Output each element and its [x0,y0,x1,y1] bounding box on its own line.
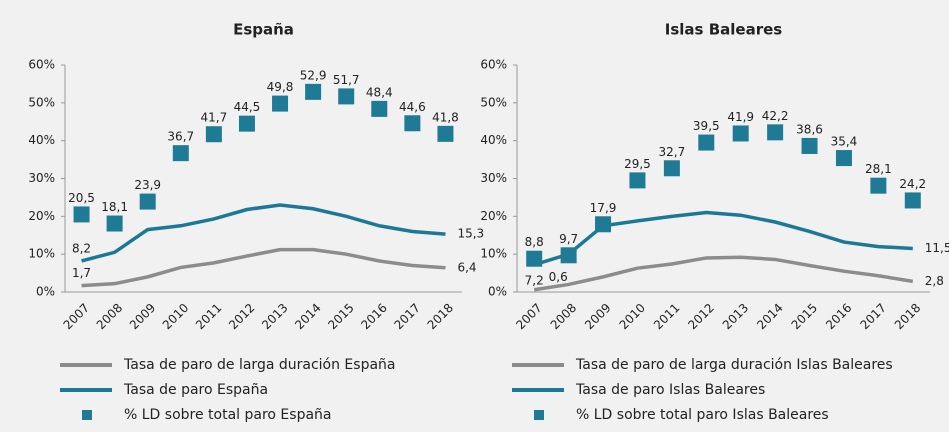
square-marker [835,150,852,167]
data-label: 38,6 [796,122,823,136]
data-label: 35,4 [831,135,858,149]
y-tick-label: 60% [28,58,55,72]
data-label: 17,9 [590,201,617,215]
data-label: 9,7 [559,232,578,246]
square-marker [595,216,612,233]
square-marker [73,206,90,223]
square-marker [732,125,749,142]
data-label: 49,8 [267,80,294,94]
y-tick-label: 10% [480,247,507,261]
data-label: 41,9 [727,110,754,124]
data-label: 18,1 [101,200,128,214]
square-marker [371,100,388,117]
data-label: 15,3 [457,227,484,241]
square-marker [801,137,818,154]
chart-title: España [233,21,294,39]
square-marker [172,145,189,162]
data-label: 32,7 [659,145,686,159]
square-marker [560,247,577,264]
legend-label: Tasa de paro España [123,382,268,398]
data-label: 1,7 [72,266,91,280]
data-label: 41,8 [432,110,459,124]
y-tick-label: 20% [480,209,507,223]
square-marker [870,177,887,194]
square-marker [338,88,355,105]
square-marker [106,215,123,232]
square-marker [629,172,646,189]
line [81,247,446,288]
y-tick-label: 60% [480,58,507,72]
square-marker [404,115,421,132]
square-marker [663,160,680,177]
square-marker [767,124,784,141]
data-label: 44,6 [399,100,426,114]
chart-title: Islas Baleares [665,21,782,39]
line [533,255,914,292]
legend-square [82,410,92,420]
data-label: 0,6 [549,270,568,284]
legend-label: Tasa de paro Islas Baleares [575,382,765,398]
data-label: 39,5 [693,119,720,133]
data-label: 28,1 [865,162,892,176]
data-label: 23,9 [134,178,161,192]
data-label: 42,2 [762,109,789,123]
y-tick-label: 0% [36,285,55,299]
data-label: 36,7 [167,130,194,144]
y-tick-label: 30% [480,171,507,185]
legend-square [534,410,544,420]
data-label: 41,7 [201,111,228,125]
line [81,203,446,263]
data-label: 8,2 [72,241,91,255]
square-marker [698,134,715,151]
square-marker [139,193,156,210]
data-label: 11,5 [925,241,949,255]
y-tick-label: 10% [28,247,55,261]
data-label: 20,5 [68,191,95,205]
square-marker [305,83,322,100]
square-marker [272,95,289,112]
square-marker [904,192,921,209]
y-tick-label: 0% [488,285,507,299]
y-tick-label: 40% [28,133,55,147]
data-label: 52,9 [300,68,327,82]
legend-label: % LD sobre total paro Islas Baleares [576,407,829,423]
y-tick-label: 50% [28,95,55,109]
data-label: 2,8 [925,274,944,288]
data-label: 51,7 [333,73,360,87]
data-label: 8,8 [525,235,544,249]
square-marker [526,250,543,267]
data-label: 6,4 [457,260,476,274]
data-label: 29,5 [624,157,651,171]
y-tick-label: 30% [28,171,55,185]
legend-label: Tasa de paro de larga duración Islas Bal… [575,357,893,373]
data-label: 44,5 [234,100,261,114]
legend-label: Tasa de paro de larga duración España [123,357,396,373]
data-label: 7,2 [525,273,544,287]
square-marker [205,126,222,143]
data-label: 24,2 [899,177,926,191]
y-tick-label: 40% [480,133,507,147]
y-tick-label: 50% [480,95,507,109]
legend-label: % LD sobre total paro España [124,407,332,423]
y-tick-label: 20% [28,209,55,223]
data-label: 48,4 [366,85,393,99]
square-marker [437,125,454,142]
square-marker [238,115,255,132]
